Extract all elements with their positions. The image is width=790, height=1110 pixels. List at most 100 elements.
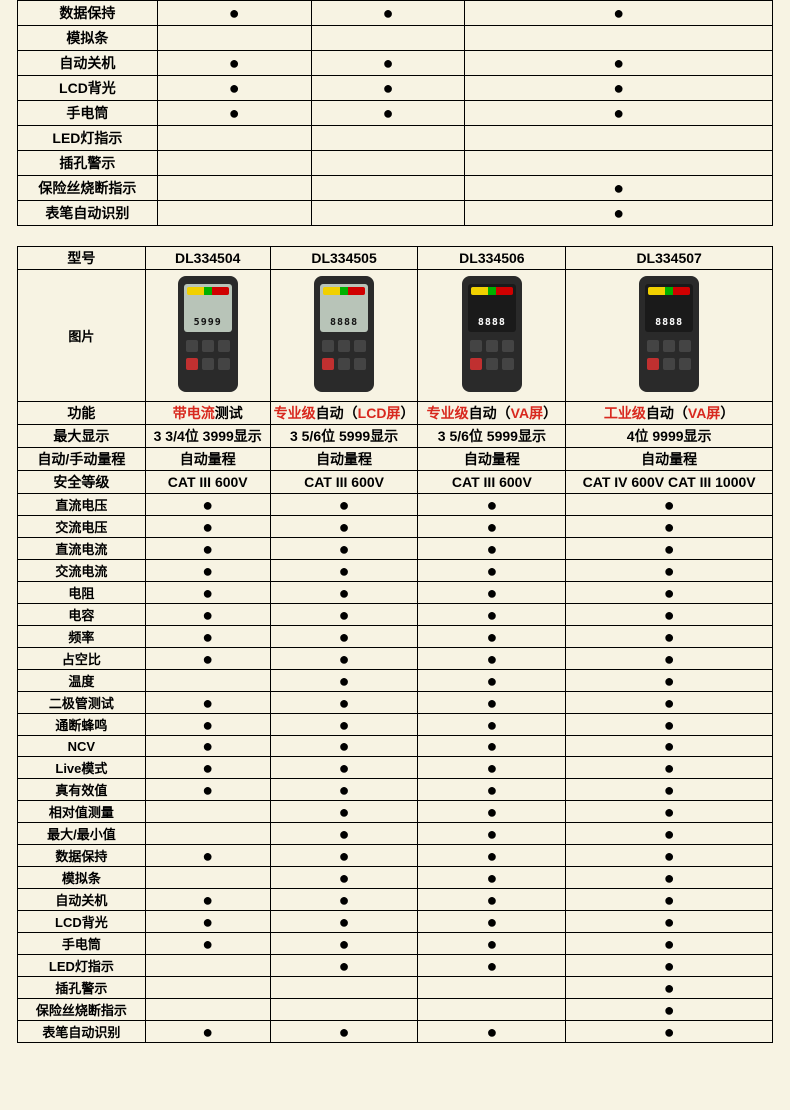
dot-icon: ● [486,517,497,537]
dot-icon: ● [339,890,350,910]
dot-icon: ● [486,736,497,756]
dot-icon: ● [486,868,497,888]
feature-cell [311,176,465,201]
dot-icon: ● [202,780,213,800]
feature-cell: ● [270,736,418,757]
feature-cell: ● [566,692,773,714]
feature-cell [465,126,773,151]
model-3: DL334507 [566,247,773,270]
dot-icon: ● [664,780,675,800]
feature-cell: ● [270,955,418,977]
feature-cell: ● [418,933,566,955]
dot-icon: ● [229,78,240,98]
dot-icon: ● [202,912,213,932]
row-label: 自动关机 [18,889,146,911]
feature-cell: ● [145,648,270,670]
dot-icon: ● [613,178,624,198]
dot-icon: ● [486,671,497,691]
feature-cell: ● [465,76,773,101]
device-buttons [468,338,516,382]
dot-icon: ● [339,517,350,537]
model-1: DL334505 [270,247,418,270]
dot-icon: ● [339,583,350,603]
feature-cell: ● [270,494,418,516]
table-row: 占空比●●●● [18,648,773,670]
dot-icon: ● [486,890,497,910]
feature-cell: ● [566,736,773,757]
row-label: 手电筒 [18,933,146,955]
spacer [0,226,790,246]
table-row: 交流电压●●●● [18,516,773,538]
dot-icon: ● [339,868,350,888]
device-img-2: 8888 [418,270,566,402]
row-label: NCV [18,736,146,757]
dot-icon: ● [613,103,624,123]
feature-cell [418,999,566,1021]
dot-icon: ● [339,627,350,647]
spec-cell: 自动量程 [566,448,773,471]
dot-icon: ● [383,103,394,123]
dot-icon: ● [339,671,350,691]
dot-icon: ● [486,846,497,866]
feature-cell: ● [311,51,465,76]
feature-cell: ● [418,1021,566,1043]
feature-cell [311,151,465,176]
feature-cell: ● [465,1,773,26]
device-screen: 8888 [468,284,516,332]
feature-cell [311,26,465,51]
feature-cell: ● [270,933,418,955]
feature-cell: ● [566,999,773,1021]
dot-icon: ● [202,1022,213,1042]
dot-icon: ● [664,824,675,844]
feature-cell: ● [566,801,773,823]
row-label: 交流电流 [18,560,146,582]
dot-icon: ● [339,956,350,976]
dot-icon: ● [339,846,350,866]
dot-icon: ● [664,736,675,756]
feature-cell: ● [566,933,773,955]
table-row: 保险丝烧断指示● [18,176,773,201]
dot-icon: ● [664,912,675,932]
device-img-3: 8888 [566,270,773,402]
row-label: LCD背光 [18,911,146,933]
feature-cell: ● [270,648,418,670]
device-icon: 8888 [314,276,374,392]
dot-icon: ● [202,715,213,735]
spec-cell: 4位 9999显示 [566,425,773,448]
row-label: 温度 [18,670,146,692]
feature-cell: ● [465,101,773,126]
feature-cell [270,999,418,1021]
row-label: 表笔自动识别 [18,1021,146,1043]
row-label: 模拟条 [18,26,158,51]
table-row: LCD背光●●●● [18,911,773,933]
table-row: 模拟条 [18,26,773,51]
feature-cell: ● [566,648,773,670]
dot-icon: ● [664,671,675,691]
dot-icon: ● [664,649,675,669]
row-label: 电阻 [18,582,146,604]
dot-icon: ● [613,78,624,98]
model-2: DL334506 [418,247,566,270]
feature-cell: ● [311,1,465,26]
device-img-1: 8888 [270,270,418,402]
dot-icon: ● [383,53,394,73]
table-row: 自动/手动量程自动量程自动量程自动量程自动量程 [18,448,773,471]
table-row: 二极管测试●●●● [18,692,773,714]
table-row: 交流电流●●●● [18,560,773,582]
row-label: 直流电压 [18,494,146,516]
feature-cell: ● [418,714,566,736]
feature-cell [145,823,270,845]
function-1: 专业级自动（LCD屏） [270,402,418,425]
table-row: 最大显示3 3/4位 3999显示3 5/6位 5999显示3 5/6位 599… [18,425,773,448]
dot-icon: ● [664,846,675,866]
table-row: Live模式●●●● [18,757,773,779]
table-row: 保险丝烧断指示● [18,999,773,1021]
dot-icon: ● [486,693,497,713]
feature-cell: ● [465,176,773,201]
feature-cell [145,955,270,977]
row-label: 表笔自动识别 [18,201,158,226]
feature-cell: ● [145,692,270,714]
dot-icon: ● [486,802,497,822]
dot-icon: ● [486,780,497,800]
feature-cell: ● [418,494,566,516]
